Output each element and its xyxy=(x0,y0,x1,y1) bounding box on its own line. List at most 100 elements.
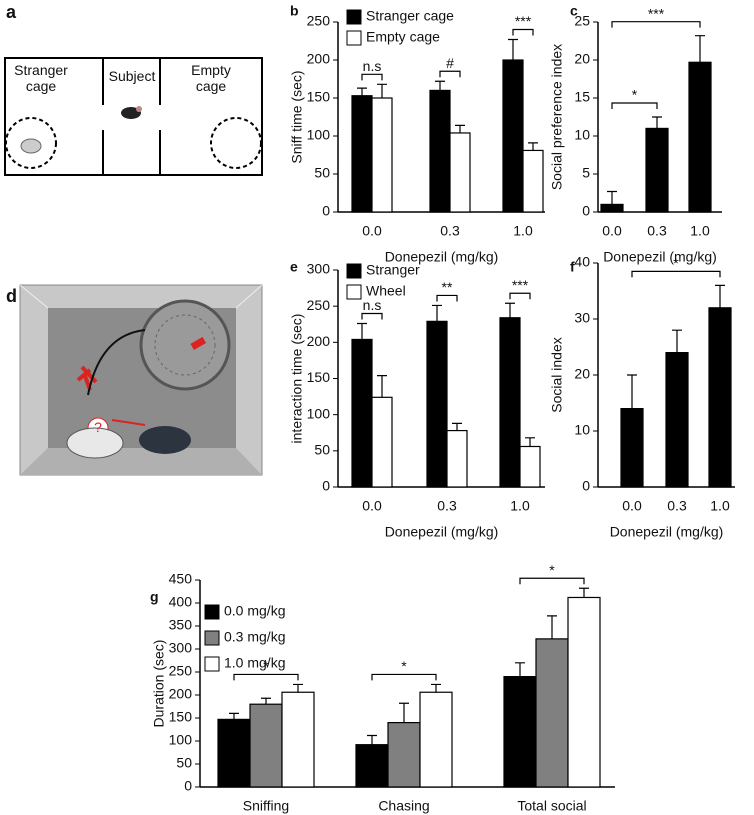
y-tick-label: 0 xyxy=(322,203,330,219)
error-bar xyxy=(652,116,662,129)
error-bar xyxy=(455,124,465,133)
x-tick-label: Total social xyxy=(517,798,586,814)
panel-letter: c xyxy=(570,3,578,19)
x-tick-label: 0.3 xyxy=(667,498,687,514)
bar xyxy=(249,703,283,788)
diagram-label: Subject xyxy=(108,68,156,84)
bar xyxy=(351,95,373,213)
bar xyxy=(281,691,315,788)
bar xyxy=(522,149,544,213)
bar xyxy=(217,718,251,788)
significance-bracket xyxy=(519,577,585,585)
legend-label: Empty cage xyxy=(366,29,440,45)
error-bar xyxy=(367,734,377,745)
error-bar xyxy=(261,697,271,705)
bar xyxy=(688,61,712,213)
error-bar xyxy=(452,422,462,431)
significance-bracket xyxy=(361,312,383,320)
y-tick-label: 200 xyxy=(307,51,331,67)
legend-label: 0.3 mg/kg xyxy=(224,629,285,645)
y-tick-label: 250 xyxy=(169,663,193,679)
y-tick-label: 50 xyxy=(314,165,330,181)
y-tick-label: 150 xyxy=(169,709,193,725)
y-tick-label: 20 xyxy=(574,366,590,382)
legend-label: Stranger cage xyxy=(366,8,454,24)
error-bar xyxy=(293,683,303,693)
significance-label: * xyxy=(401,658,407,674)
significance-label: n.s xyxy=(363,58,382,74)
error-bar xyxy=(695,35,705,63)
error-bar xyxy=(357,87,367,96)
significance-label: *** xyxy=(515,13,532,29)
y-tick-label: 50 xyxy=(314,442,330,458)
bar xyxy=(708,307,732,488)
legend-label: Wheel xyxy=(366,283,406,299)
diagram-label: Stranger cage xyxy=(14,62,68,94)
significance-label: * xyxy=(549,562,555,578)
error-bar xyxy=(607,190,617,205)
y-axis-label: Duration (sec) xyxy=(151,640,167,728)
y-tick-label: 20 xyxy=(574,51,590,67)
error-bar xyxy=(435,80,445,91)
y-tick-label: 30 xyxy=(574,310,590,326)
x-tick-label: 0.0 xyxy=(602,223,622,239)
significance-label: *** xyxy=(512,277,529,293)
bar xyxy=(426,320,448,488)
significance-label: * xyxy=(673,255,679,271)
y-tick-label: 0 xyxy=(184,778,192,794)
error-bar xyxy=(229,712,239,720)
bar xyxy=(645,127,669,213)
bar xyxy=(502,59,524,213)
significance-bracket xyxy=(371,673,437,681)
y-tick-label: 150 xyxy=(307,369,331,385)
bar xyxy=(371,97,393,213)
error-bar xyxy=(432,304,442,322)
x-tick-label: Sniffing xyxy=(243,798,289,814)
arena-illustration xyxy=(19,284,263,476)
diagram-label: Empty cage xyxy=(191,62,231,94)
y-tick-label: 100 xyxy=(169,732,193,748)
y-tick-label: 100 xyxy=(307,405,331,421)
significance-bracket xyxy=(233,673,299,681)
bar xyxy=(446,429,468,488)
bar xyxy=(371,396,393,488)
panel-letter: e xyxy=(290,259,298,275)
y-tick-label: 40 xyxy=(574,254,590,270)
significance-bracket xyxy=(361,73,383,81)
y-tick-label: 400 xyxy=(169,594,193,610)
y-tick-label: 300 xyxy=(169,640,193,656)
significance-bracket xyxy=(512,28,534,36)
y-tick-label: 10 xyxy=(574,127,590,143)
significance-bracket xyxy=(509,292,531,300)
panel-letter: a xyxy=(6,2,17,22)
y-tick-label: 450 xyxy=(169,571,193,587)
bar xyxy=(387,721,421,788)
y-tick-label: 0 xyxy=(322,478,330,494)
error-bar xyxy=(525,437,535,447)
error-bar xyxy=(547,615,557,639)
legend-label: Stranger xyxy=(366,262,420,278)
significance-label: # xyxy=(446,55,454,71)
bar xyxy=(620,408,644,488)
x-tick-label: 1.0 xyxy=(690,223,710,239)
legend-swatch xyxy=(346,284,362,300)
bar xyxy=(535,638,569,788)
error-bar xyxy=(672,329,682,353)
y-tick-label: 15 xyxy=(574,89,590,105)
x-axis-label: Donepezil (mg/kg) xyxy=(385,249,499,265)
y-tick-label: 200 xyxy=(307,333,331,349)
bar xyxy=(351,338,373,488)
error-bar xyxy=(715,284,725,308)
panel-letter: d xyxy=(6,286,17,306)
apparatus xyxy=(4,57,263,176)
x-tick-label: 1.0 xyxy=(710,498,730,514)
x-tick-label: 0.0 xyxy=(362,498,382,514)
error-bar xyxy=(377,83,387,98)
y-tick-label: 10 xyxy=(574,422,590,438)
significance-bracket xyxy=(436,294,458,302)
bar xyxy=(519,445,541,488)
significance-label: * xyxy=(632,87,638,103)
y-tick-label: 300 xyxy=(307,261,331,277)
y-axis-label: Social preference index xyxy=(549,44,565,190)
bar xyxy=(567,596,601,788)
